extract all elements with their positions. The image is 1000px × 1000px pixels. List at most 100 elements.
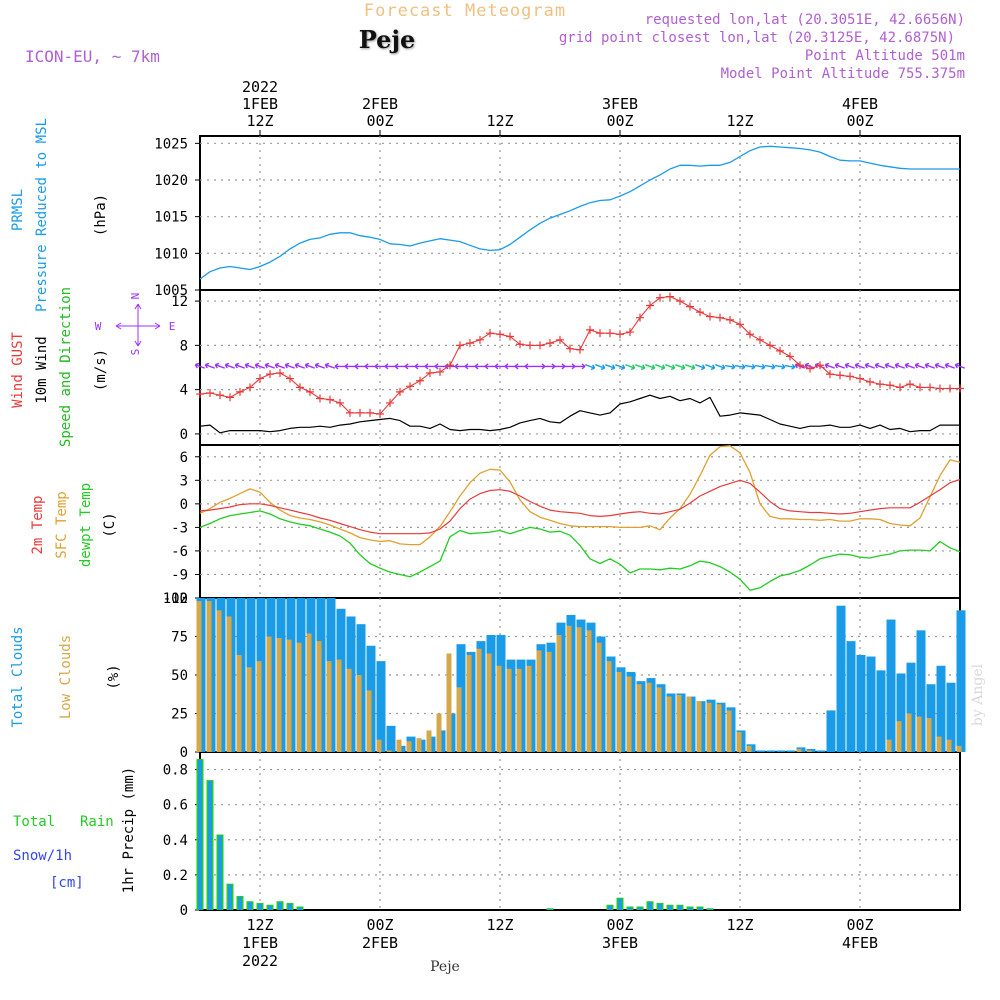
wind-arrow-shape xyxy=(595,364,606,371)
precip-inner-bar xyxy=(228,884,232,910)
footer-location: Peje xyxy=(430,959,460,975)
wind-gust-point xyxy=(256,374,264,383)
temp-units: (C) xyxy=(102,512,118,537)
wind-gust-point xyxy=(896,383,904,392)
wind-arrow-shape xyxy=(424,363,435,370)
precip-units: 1hr Precip (mm) xyxy=(121,767,137,893)
low-clouds-bar xyxy=(266,636,272,752)
clouds-units: (%) xyxy=(106,664,122,689)
wind-direction-arrow xyxy=(284,362,295,369)
wind-direction-arrow xyxy=(864,362,875,369)
wind-direction-arrow xyxy=(414,363,425,370)
low-clouds-bar xyxy=(696,701,702,752)
wind-direction-arrow xyxy=(834,362,845,369)
wind-arrow-shape xyxy=(284,362,295,369)
wind-arrow-shape xyxy=(625,364,636,371)
wind-gust-point xyxy=(686,302,694,311)
temp-ytick-label: 3 xyxy=(180,473,188,489)
wind-gust-point xyxy=(726,315,734,324)
wind-gust-point xyxy=(316,394,324,403)
bottom-time-label: 2022 xyxy=(242,952,278,970)
wind-direction-arrow xyxy=(784,363,796,370)
point-altitude: Point Altitude 501m xyxy=(805,48,965,64)
wind-direction-arrow xyxy=(514,363,525,370)
compass-south: S xyxy=(129,349,142,356)
wind-direction-arrow xyxy=(645,364,656,371)
wind-arrow-shape xyxy=(414,363,425,370)
low-clouds-bar xyxy=(556,634,562,752)
bottom-time-label: 12Z xyxy=(486,916,513,934)
precip-inner-bar xyxy=(548,909,552,910)
wind-arrow-shape xyxy=(884,362,895,369)
wind-gust-point xyxy=(646,301,654,310)
wind-direction-arrow xyxy=(524,363,535,370)
requested-point: requested lon,lat (20.3051E, 42.6656N) xyxy=(645,12,965,28)
low-clouds-bar xyxy=(416,738,422,752)
wind-arrow-shape xyxy=(555,363,566,370)
wind-ytick-label: 8 xyxy=(180,338,188,354)
precip-inner-bar xyxy=(668,905,672,910)
precip-inner-bar xyxy=(248,902,252,910)
temp-ytick-label: 0 xyxy=(180,497,188,513)
wind-gust-point xyxy=(826,370,834,379)
low-clouds-bar xyxy=(376,739,382,752)
wind-gust-point xyxy=(636,313,644,322)
wind-gust-point xyxy=(516,340,524,349)
pressure-label-2: Pressure Reduced to MSL xyxy=(34,118,50,312)
wind-direction-arrow xyxy=(954,362,965,369)
wind-arrow-shape xyxy=(894,362,905,369)
compass-west: W xyxy=(95,320,102,333)
precip-inner-bar xyxy=(208,781,212,910)
wind-arrow-shape xyxy=(904,362,915,369)
pressure-frame xyxy=(199,135,961,291)
low-clouds-bar xyxy=(476,648,482,752)
wind-gust-point xyxy=(426,369,434,378)
dewpt-temp-line xyxy=(199,510,961,591)
wind-direction-arrow xyxy=(504,363,515,370)
low-clouds-bar xyxy=(716,704,722,752)
wind-arrow-shape xyxy=(734,363,746,370)
bottom-time-label: 2FEB xyxy=(362,934,398,952)
wind-gust-point xyxy=(506,332,514,341)
wind-arrow-shape xyxy=(334,363,345,370)
wind-arrow-shape xyxy=(394,363,405,370)
top-time-label: 4FEB xyxy=(842,95,878,113)
wind-arrow-shape xyxy=(655,364,666,371)
snow-units: [cm] xyxy=(50,875,84,891)
wind-gust-point xyxy=(776,346,784,355)
compass-icon: N S W E xyxy=(95,293,176,356)
wind-gust-point xyxy=(386,398,394,407)
top-time-label: 12Z xyxy=(486,112,513,130)
wind-arrow-shape xyxy=(324,362,335,369)
total-clouds-bar xyxy=(826,710,836,752)
wind-direction-arrow xyxy=(705,364,716,371)
wind-direction-arrow xyxy=(484,363,495,370)
precip-inner-bar xyxy=(638,907,642,910)
temp-ytick-label: -12 xyxy=(163,591,188,607)
t2m-label: 2m Temp xyxy=(30,495,46,554)
wind-arrow-shape xyxy=(705,364,716,371)
precip-inner-bar xyxy=(648,902,652,910)
sfc-temp-line xyxy=(199,445,961,546)
bottom-time-label: 12Z xyxy=(726,916,753,934)
wind-direction-arrow xyxy=(424,363,435,370)
precip-ytick-label: 0.6 xyxy=(163,798,188,814)
wind-gust-point xyxy=(746,330,754,339)
wind-gust-point xyxy=(446,361,454,370)
wind-direction-arrow xyxy=(324,362,335,369)
total-clouds-bar xyxy=(856,654,866,752)
wind-arrow-shape xyxy=(214,362,225,369)
wind-arrow-shape xyxy=(724,363,736,370)
wind-gust-point xyxy=(596,329,604,338)
wind-gust-point xyxy=(306,387,314,396)
low-clouds-bar xyxy=(276,638,282,752)
wind-arrow-shape xyxy=(565,363,576,370)
low-clouds-bar xyxy=(296,642,302,752)
wind-gust-point xyxy=(346,408,354,417)
precip-inner-bar xyxy=(608,905,612,910)
wind-direction-arrow xyxy=(555,363,566,370)
wind-direction-arrow xyxy=(464,363,475,370)
bottom-time-label: 1FEB xyxy=(242,934,278,952)
total-clouds-bar xyxy=(836,605,846,752)
meteogram-title: Forecast Meteogram xyxy=(364,1,566,21)
